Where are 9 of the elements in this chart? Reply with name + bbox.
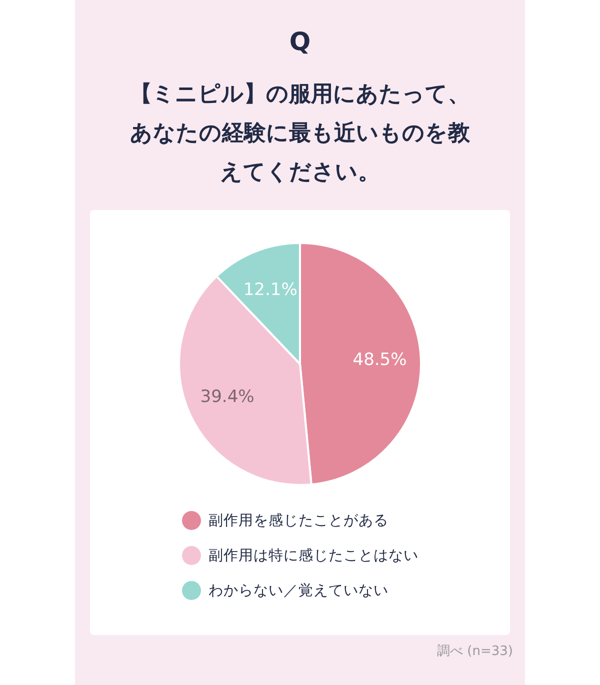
data-label: 48.5% bbox=[352, 350, 407, 370]
text: 調べ (n=33) bbox=[437, 643, 513, 660]
chart-title: Q bbox=[288, 26, 312, 58]
chart-subtitle: 【ミニピル】の服用にあたって、あなたの経験に最も近いものを教えてください。 bbox=[129, 81, 471, 187]
legend-label: わからない／覚えていない bbox=[208, 582, 388, 600]
legend-label: 副作用は特に感じたことはない bbox=[208, 547, 418, 565]
data-label: 39.4% bbox=[200, 387, 254, 408]
data-label: 12.1% bbox=[243, 280, 298, 300]
legend-label: 副作用を感じたことがある bbox=[208, 512, 388, 530]
